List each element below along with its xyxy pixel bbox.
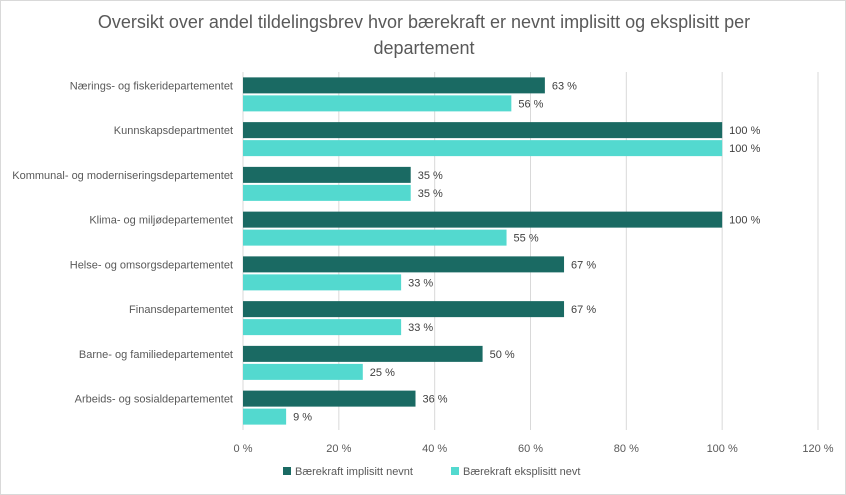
data-label: 35 % xyxy=(418,170,443,182)
bar xyxy=(243,390,416,407)
category-label: Kunnskapsdepartmentet xyxy=(114,125,233,137)
legend-swatch xyxy=(451,467,459,475)
category-label: Barne- og familiedepartementet xyxy=(79,349,233,361)
data-label: 63 % xyxy=(552,80,577,92)
category-label: Nærings- og fiskeridepartementet xyxy=(70,80,233,92)
data-label: 55 % xyxy=(514,233,539,245)
x-tick-label: 80 % xyxy=(614,443,639,455)
bar xyxy=(243,95,512,112)
x-tick-label: 100 % xyxy=(707,443,738,455)
data-label: 35 % xyxy=(418,188,443,200)
data-label: 67 % xyxy=(571,304,596,316)
data-label: 50 % xyxy=(490,349,515,361)
data-label: 100 % xyxy=(729,125,760,137)
category-label: Klima- og miljødepartementet xyxy=(89,215,233,227)
bar xyxy=(243,408,287,425)
x-tick-label: 40 % xyxy=(422,443,447,455)
category-label: Finansdepartementet xyxy=(129,304,233,316)
data-label: 100 % xyxy=(729,215,760,227)
legend-swatch xyxy=(283,467,291,475)
bar xyxy=(243,256,565,273)
data-label: 33 % xyxy=(408,322,433,334)
bar xyxy=(243,184,411,201)
data-label: 56 % xyxy=(518,98,543,110)
bar xyxy=(243,319,402,336)
bar xyxy=(243,363,363,380)
bar xyxy=(243,345,483,362)
bar xyxy=(243,122,723,139)
data-label: 9 % xyxy=(293,412,312,424)
data-label: 100 % xyxy=(729,143,760,155)
bar xyxy=(243,229,507,246)
legend-label: Bærekraft eksplisitt nevt xyxy=(463,466,580,478)
data-label: 36 % xyxy=(423,394,448,406)
bar xyxy=(243,140,723,157)
bar xyxy=(243,166,411,183)
x-tick-label: 20 % xyxy=(326,443,351,455)
legend-label: Bærekraft implisitt nevnt xyxy=(295,466,413,478)
bar xyxy=(243,211,723,228)
x-tick-label: 0 % xyxy=(234,443,253,455)
category-label: Kommunal- og moderniseringsdepartementet xyxy=(12,170,233,182)
data-label: 25 % xyxy=(370,367,395,379)
category-label: Helse- og omsorgsdepartementet xyxy=(70,259,233,271)
x-tick-label: 60 % xyxy=(518,443,543,455)
x-tick-label: 120 % xyxy=(802,443,833,455)
data-label: 33 % xyxy=(408,277,433,289)
data-label: 67 % xyxy=(571,259,596,271)
chart-title: Oversikt over andel tildelingsbrev hvor … xyxy=(97,12,751,58)
bar xyxy=(243,301,565,318)
bar xyxy=(243,77,545,94)
category-label: Arbeids- og sosialdepartementet xyxy=(75,394,233,406)
bar xyxy=(243,274,402,291)
